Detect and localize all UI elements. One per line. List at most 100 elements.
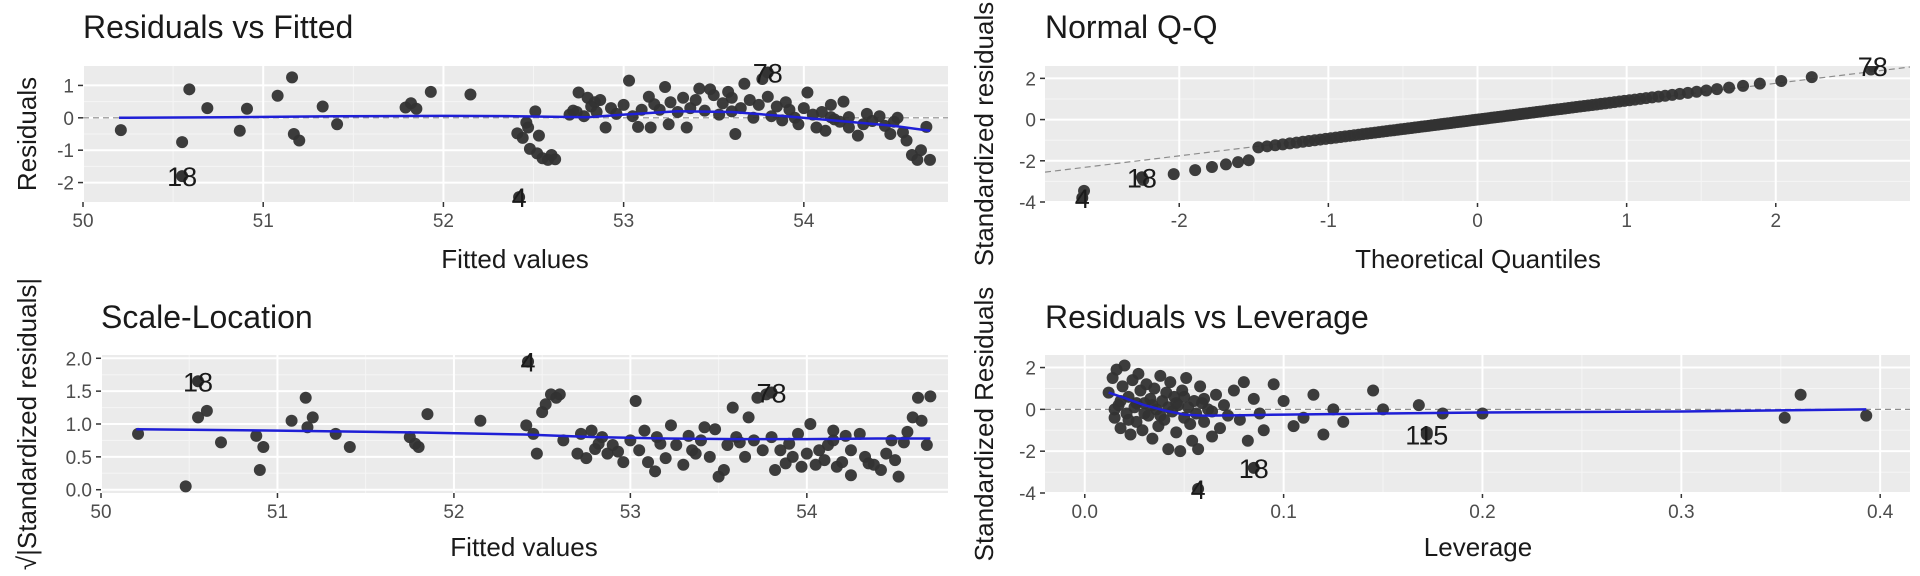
panel-normal-qq: Normal Q-Q -2 -1 0 1 2 -4 -2 0 2 4 18 78 Theoretica…: [969, 2, 1910, 274]
data-point: [659, 81, 672, 94]
data-point: [1723, 81, 1736, 94]
data-point: [1317, 428, 1330, 441]
plot-area: 50 51 52 53 54 0.0 0.5 1.0 1.5 2.0 18 4 78: [66, 348, 948, 523]
data-point: [1164, 376, 1177, 389]
data-point: [842, 121, 855, 134]
data-point: [677, 458, 690, 471]
data-point: [1178, 390, 1191, 403]
y-tick-label: -4: [1019, 484, 1036, 505]
data-point: [853, 427, 866, 440]
data-point: [726, 401, 739, 414]
data-point: [1206, 430, 1219, 443]
data-point: [739, 450, 752, 463]
data-point: [734, 102, 747, 115]
x-tick-label: -1: [1320, 211, 1337, 232]
data-point: [682, 429, 695, 442]
data-point: [1233, 413, 1246, 426]
data-point: [677, 91, 690, 104]
data-point: [797, 102, 810, 115]
data-point: [920, 439, 933, 452]
data-point: [827, 424, 840, 437]
data-point: [769, 464, 782, 476]
y-tick-label: 1: [63, 76, 74, 97]
y-tick-label: -1: [57, 141, 74, 162]
data-point: [1277, 395, 1290, 407]
x-tick-label: 54: [793, 211, 815, 232]
data-point: [743, 94, 756, 106]
outlier-point: [1076, 191, 1089, 202]
data-point: [770, 100, 783, 113]
data-point: [1307, 388, 1320, 401]
plot-area: -2 -1 0 1 2 -4 -2 0 2 4 18 78: [1019, 52, 1910, 232]
x-tick-label: 0.4: [1867, 502, 1894, 523]
data-point: [1753, 77, 1766, 90]
data-point: [580, 452, 593, 465]
data-point: [410, 102, 423, 115]
outlier-label: 4: [1075, 184, 1090, 214]
outlier-label: 4: [521, 348, 536, 378]
data-point: [1367, 384, 1380, 397]
outlier-point: [1135, 171, 1148, 184]
x-tick-label: 51: [267, 502, 288, 523]
smooth-line: [1108, 391, 1867, 417]
data-point: [1237, 376, 1250, 389]
data-point: [612, 445, 625, 458]
x-tick-label: 53: [613, 211, 634, 232]
data-point: [721, 439, 734, 452]
data-point: [132, 427, 145, 440]
data-point: [752, 98, 765, 111]
outlier-label: 115: [1405, 420, 1448, 450]
outlier-label: 78: [1858, 52, 1888, 82]
x-tick-label: 54: [796, 502, 818, 523]
data-point: [1247, 392, 1260, 405]
data-layer: [83, 66, 948, 202]
data-point: [1690, 85, 1703, 98]
data-point: [1710, 83, 1723, 96]
x-tick-label: 0.2: [1469, 502, 1495, 523]
data-point: [1242, 154, 1255, 167]
data-point: [253, 464, 266, 476]
outlier-label: 18: [1239, 454, 1269, 484]
data-point: [1136, 424, 1149, 437]
x-tick-label: 53: [620, 502, 641, 523]
data-point: [809, 458, 822, 471]
x-tick-label: 1: [1621, 211, 1632, 232]
data-point: [664, 419, 677, 432]
data-point: [1148, 382, 1161, 395]
data-point: [250, 429, 263, 442]
data-point: [892, 470, 905, 483]
data-point: [624, 434, 637, 447]
data-point: [873, 110, 886, 123]
outlier-point: [522, 355, 535, 368]
data-point: [1184, 418, 1197, 430]
data-point: [713, 108, 726, 121]
y-tick-label: 1.5: [66, 382, 92, 403]
data-point: [792, 427, 805, 440]
y-tick-label: -2: [1019, 442, 1036, 463]
data-point: [765, 431, 778, 444]
y-tick-label: 0.5: [66, 448, 92, 469]
data-point: [874, 464, 887, 476]
y-tick-label: 2: [1025, 359, 1036, 380]
y-tick-label: 0: [1025, 111, 1036, 132]
outlier-label: 18: [167, 162, 197, 192]
data-point: [844, 444, 857, 457]
data-point: [1138, 407, 1151, 420]
data-point: [1198, 392, 1211, 405]
data-point: [880, 447, 893, 460]
data-point: [1118, 359, 1131, 372]
data-point: [529, 105, 542, 118]
data-point: [299, 391, 312, 404]
data-point: [804, 418, 817, 430]
data-point: [662, 118, 675, 131]
smooth-line: [118, 110, 931, 133]
data-point: [1122, 413, 1135, 426]
data-point: [1154, 369, 1167, 382]
data-point: [738, 77, 751, 90]
x-tick-label: 0.1: [1270, 502, 1296, 523]
data-point: [233, 124, 246, 137]
data-point: [747, 434, 760, 447]
data-point: [1174, 445, 1187, 458]
data-point: [638, 424, 651, 437]
y-tick-label: 0: [63, 109, 74, 130]
